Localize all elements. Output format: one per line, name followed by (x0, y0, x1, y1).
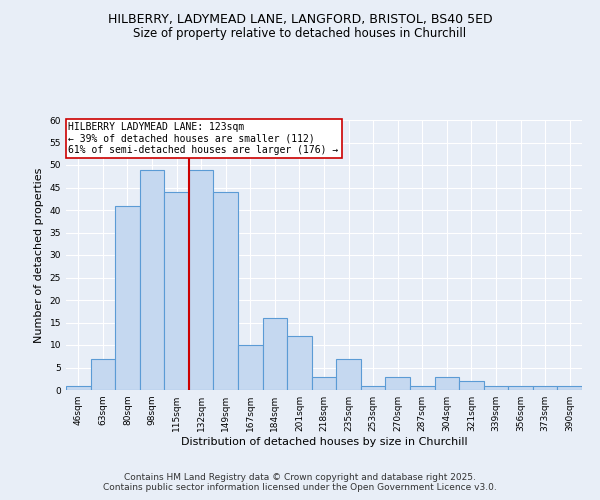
Bar (238, 345, 263, 390)
Text: Size of property relative to detached houses in Churchill: Size of property relative to detached ho… (133, 28, 467, 40)
Bar (164, 192, 189, 390)
Bar (361, 386, 385, 390)
Bar (385, 376, 410, 390)
Bar (214, 192, 238, 390)
Bar (115, 206, 140, 390)
Bar (312, 376, 336, 390)
Text: Contains HM Land Registry data © Crown copyright and database right 2025.
Contai: Contains HM Land Registry data © Crown c… (103, 473, 497, 492)
Bar (508, 386, 533, 390)
Text: HILBERRY, LADYMEAD LANE, LANGFORD, BRISTOL, BS40 5ED: HILBERRY, LADYMEAD LANE, LANGFORD, BRIST… (107, 12, 493, 26)
Bar (336, 358, 361, 390)
Bar (263, 318, 287, 390)
Bar (287, 336, 312, 390)
Bar (189, 170, 214, 390)
Bar (410, 386, 434, 390)
Bar (557, 386, 582, 390)
Text: HILBERRY LADYMEAD LANE: 123sqm
← 39% of detached houses are smaller (112)
61% of: HILBERRY LADYMEAD LANE: 123sqm ← 39% of … (68, 122, 339, 156)
Bar (533, 386, 557, 390)
Y-axis label: Number of detached properties: Number of detached properties (34, 168, 44, 342)
Bar (91, 358, 115, 390)
Bar (66, 386, 91, 390)
X-axis label: Distribution of detached houses by size in Churchill: Distribution of detached houses by size … (181, 437, 467, 447)
Bar (140, 170, 164, 390)
Bar (484, 386, 508, 390)
Bar (434, 376, 459, 390)
Bar (459, 381, 484, 390)
